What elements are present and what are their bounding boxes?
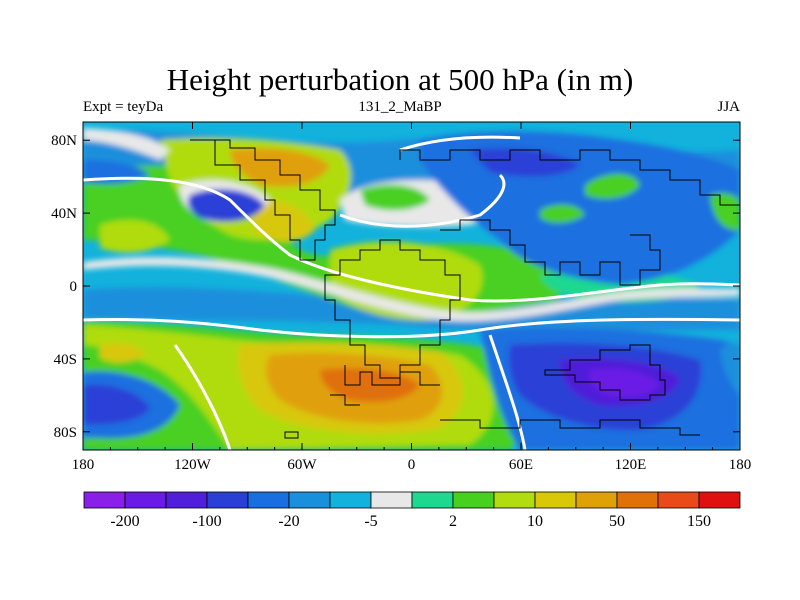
contour-band bbox=[360, 184, 430, 211]
contour-band bbox=[100, 220, 170, 253]
colorbar-label: -20 bbox=[278, 513, 299, 530]
x-tick-label: 180 bbox=[729, 457, 752, 473]
colorbar-swatch bbox=[493, 491, 536, 509]
run-label: 131_2_MaBP bbox=[358, 99, 442, 115]
colorbar-swatch bbox=[165, 491, 208, 509]
season-label: JJA bbox=[717, 99, 740, 115]
colorbar-swatch bbox=[575, 491, 618, 509]
contour-band bbox=[585, 173, 640, 199]
y-tick-label: 0 bbox=[70, 279, 78, 295]
colorbar-swatch bbox=[124, 491, 167, 509]
coastline bbox=[399, 149, 740, 206]
colorbar-swatch bbox=[329, 491, 372, 509]
coastline bbox=[330, 394, 360, 406]
colorbar-swatch bbox=[247, 491, 290, 509]
x-tick-label: 0 bbox=[408, 457, 416, 473]
contour-line bbox=[488, 334, 527, 450]
coastline bbox=[440, 419, 700, 436]
contour-band bbox=[100, 343, 145, 363]
contour-line bbox=[83, 317, 740, 339]
colorbar-label: 2 bbox=[449, 513, 457, 530]
colorbar-label: 10 bbox=[527, 513, 543, 530]
contour-band bbox=[470, 148, 580, 177]
x-tick-label: 120W bbox=[174, 457, 212, 473]
y-tick-label: 80N bbox=[51, 133, 77, 149]
colorbar-label: 150 bbox=[687, 513, 711, 530]
y-tick-label: 40S bbox=[54, 352, 77, 368]
contour-band bbox=[540, 204, 585, 223]
coastline bbox=[324, 239, 461, 379]
contour-band bbox=[83, 128, 170, 160]
coastline bbox=[344, 365, 440, 386]
colorbar-swatch bbox=[534, 491, 577, 509]
y-tick-label: 40N bbox=[51, 206, 77, 222]
contour-band bbox=[188, 189, 265, 222]
colorbar-label: -100 bbox=[192, 513, 221, 530]
x-tick-label: 60W bbox=[287, 457, 317, 473]
contour-band bbox=[250, 199, 315, 242]
x-tick-label: 120E bbox=[615, 457, 647, 473]
coastline bbox=[544, 344, 666, 401]
coastline bbox=[190, 139, 336, 261]
map-axes: 180 120W 60W 0 60E 120E 180 80N 40N 0 40S 80S bbox=[51, 122, 751, 473]
coastline bbox=[284, 431, 299, 439]
x-tick-label: 180 bbox=[72, 457, 95, 473]
y-tick-label: 80S bbox=[54, 425, 77, 441]
contour-band bbox=[83, 384, 150, 425]
colorbar-swatch bbox=[657, 491, 700, 509]
colorbar-label: -200 bbox=[110, 513, 139, 530]
contour-line bbox=[173, 344, 232, 450]
colorbar-label: 50 bbox=[609, 513, 625, 530]
height-perturbation-field bbox=[83, 122, 740, 450]
colorbar: -200 -100 -20 -5 2 10 50 150 bbox=[83, 491, 741, 530]
colorbar-swatch bbox=[698, 491, 741, 509]
colorbar-swatch bbox=[83, 491, 126, 509]
colorbar-swatch bbox=[206, 491, 249, 509]
contour-band bbox=[83, 256, 740, 322]
contour-band bbox=[710, 193, 740, 231]
colorbar-swatch bbox=[411, 491, 454, 509]
contour-line bbox=[399, 135, 521, 152]
coastline bbox=[440, 219, 661, 286]
contour-line bbox=[83, 176, 740, 303]
experiment-label: Expt = teyDa bbox=[83, 99, 164, 115]
colorbar-label: -5 bbox=[364, 513, 377, 530]
plot-title: Height perturbation at 500 hPa (in m) bbox=[166, 62, 634, 97]
coastlines bbox=[190, 139, 740, 439]
colorbar-swatch bbox=[288, 491, 331, 509]
colorbar-swatch bbox=[370, 491, 413, 509]
colorbar-swatch bbox=[616, 491, 659, 509]
colorbar-swatch bbox=[452, 491, 495, 509]
x-tick-label: 60E bbox=[509, 457, 533, 473]
contour-band bbox=[720, 343, 740, 395]
